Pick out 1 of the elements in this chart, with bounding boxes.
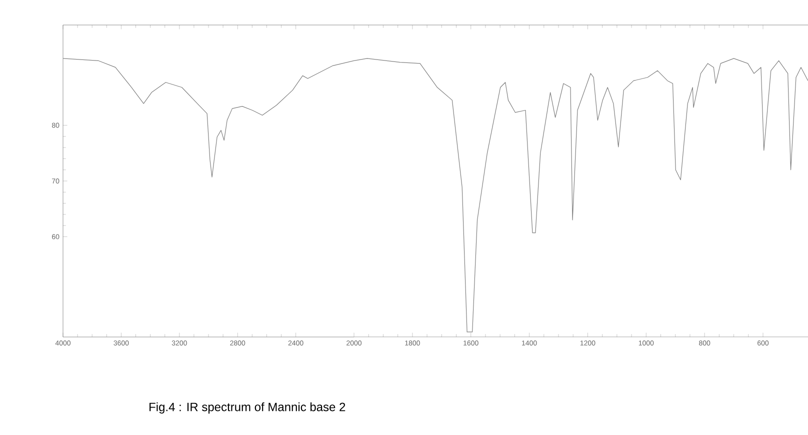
caption: Fig.4 : IR spectrum of Mannic base 2 — [150, 402, 346, 414]
